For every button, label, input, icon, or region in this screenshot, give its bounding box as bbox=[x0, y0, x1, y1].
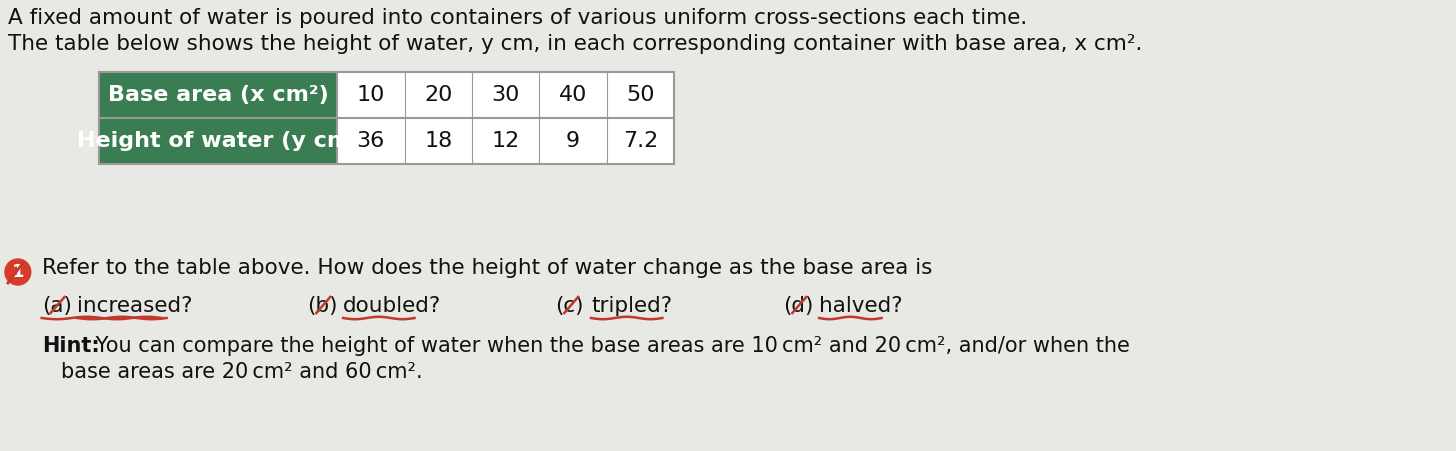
Text: 36: 36 bbox=[357, 131, 384, 151]
Text: 20: 20 bbox=[424, 85, 453, 105]
Text: The table below shows the height of water, y cm, in each corresponding container: The table below shows the height of wate… bbox=[7, 34, 1143, 54]
Bar bbox=[99, 72, 338, 118]
Text: increased?: increased? bbox=[77, 296, 192, 316]
Text: 7.2: 7.2 bbox=[623, 131, 658, 151]
Text: base areas are 20 cm² and 60 cm².: base areas are 20 cm² and 60 cm². bbox=[61, 362, 424, 382]
Text: halved?: halved? bbox=[820, 296, 903, 316]
Text: Height of water (y cm): Height of water (y cm) bbox=[77, 131, 360, 151]
Bar bbox=[338, 72, 674, 164]
Text: Base area (x cm²): Base area (x cm²) bbox=[108, 85, 329, 105]
Text: 50: 50 bbox=[626, 85, 655, 105]
Text: 40: 40 bbox=[559, 85, 587, 105]
Text: (c): (c) bbox=[555, 296, 584, 316]
Text: 30: 30 bbox=[492, 85, 520, 105]
Text: Hint:: Hint: bbox=[42, 336, 99, 356]
Text: 18: 18 bbox=[424, 131, 453, 151]
Text: 10: 10 bbox=[357, 85, 384, 105]
Text: (b): (b) bbox=[307, 296, 338, 316]
Text: (d): (d) bbox=[783, 296, 814, 316]
Text: 1: 1 bbox=[12, 263, 25, 281]
Text: (a): (a) bbox=[42, 296, 71, 316]
Bar bbox=[99, 72, 674, 164]
Text: doubled?: doubled? bbox=[344, 296, 441, 316]
Text: You can compare the height of water when the base areas are 10 cm² and 20 cm², a: You can compare the height of water when… bbox=[89, 336, 1130, 356]
Bar bbox=[99, 118, 338, 164]
Text: 9: 9 bbox=[566, 131, 581, 151]
Text: Refer to the table above. How does the height of water change as the base area i: Refer to the table above. How does the h… bbox=[42, 258, 932, 278]
Text: A fixed amount of water is poured into containers of various uniform cross-secti: A fixed amount of water is poured into c… bbox=[7, 8, 1026, 28]
Circle shape bbox=[4, 259, 31, 285]
Text: tripled?: tripled? bbox=[591, 296, 673, 316]
Text: 12: 12 bbox=[492, 131, 520, 151]
